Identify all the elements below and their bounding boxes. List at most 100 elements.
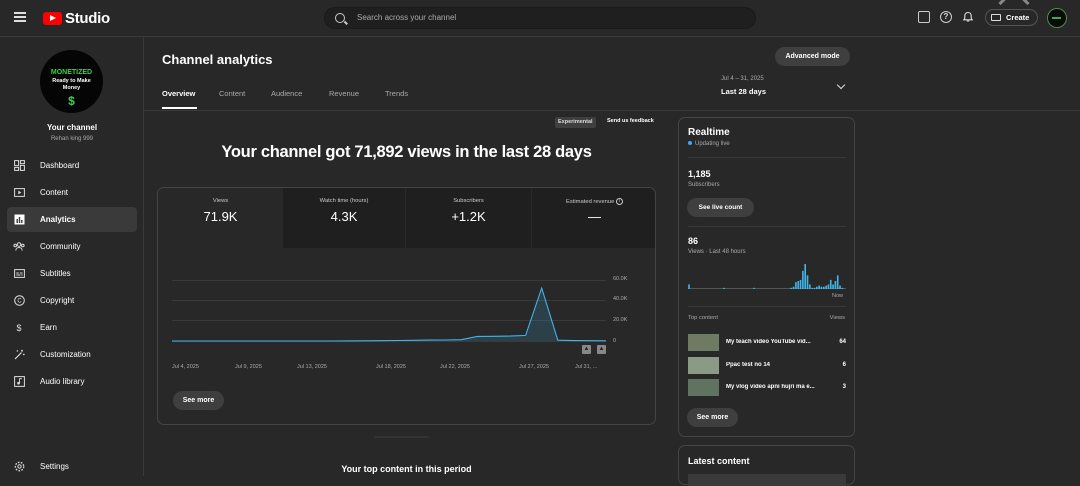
latest-content-title: Latest content xyxy=(688,456,750,466)
realtime-bar xyxy=(799,279,802,289)
video-views: 6 xyxy=(842,362,846,368)
metric-tab-subscribers[interactable]: Subscribers +1.2K xyxy=(406,188,531,248)
sidebar-item-settings[interactable]: Settings xyxy=(7,454,137,479)
subtitles-icon xyxy=(13,268,25,280)
realtime-bar xyxy=(792,286,795,289)
realtime-views-bar-chart[interactable] xyxy=(688,262,846,289)
realtime-bar xyxy=(832,284,834,289)
send-feedback-link[interactable]: Send us feedback xyxy=(607,118,654,124)
realtime-bar xyxy=(825,285,827,289)
metric-tab-estimated-revenue[interactable]: Estimated revenue i — xyxy=(532,188,655,248)
menu-icon[interactable] xyxy=(14,12,26,22)
video-views: 64 xyxy=(839,339,846,345)
see-live-count-button[interactable]: See live count xyxy=(687,198,754,217)
tab-trends[interactable]: Trends xyxy=(385,89,409,98)
experimental-badge: Experimental xyxy=(555,117,596,128)
sidebar-item-label: Dashboard xyxy=(40,161,80,170)
chart-marker-icon[interactable]: ▲ xyxy=(582,345,591,354)
top-content-row[interactable]: Ppac test no 14 6 xyxy=(688,357,846,375)
sidebar-item-subtitles[interactable]: Subtitles xyxy=(7,261,137,286)
video-thumbnail xyxy=(688,334,719,351)
divider xyxy=(688,157,846,158)
realtime-bar xyxy=(841,287,844,289)
feedback-icon[interactable] xyxy=(918,11,930,23)
realtime-bar xyxy=(836,275,839,289)
sidebar-item-earn[interactable]: $ Earn xyxy=(7,315,137,340)
sidebar-item-analytics[interactable]: Analytics xyxy=(7,207,137,232)
account-avatar[interactable] xyxy=(1047,8,1067,28)
realtime-bar xyxy=(797,281,800,289)
studio-logo[interactable]: Studio xyxy=(43,10,110,27)
metric-value: +1.2K xyxy=(451,209,486,224)
sidebar-item-customization[interactable]: Customization xyxy=(7,342,137,367)
realtime-bar xyxy=(834,281,837,289)
avatar-ready-text: Ready to Make Money xyxy=(40,78,103,92)
date-period-label[interactable]: Last 28 days xyxy=(721,87,767,96)
tab-audience[interactable]: Audience xyxy=(271,89,303,98)
create-button[interactable]: Create xyxy=(985,9,1038,26)
sidebar-item-dashboard[interactable]: Dashboard xyxy=(7,153,137,178)
top-content-label: Top content xyxy=(688,315,718,321)
tab-overview[interactable]: Overview xyxy=(162,89,196,98)
live-dot-icon xyxy=(688,141,692,145)
y-tick-label: 20.0K xyxy=(613,317,628,323)
views-chart[interactable] xyxy=(172,268,606,343)
realtime-bar xyxy=(723,287,725,289)
now-label: Now xyxy=(832,293,844,299)
realtime-see-more-button[interactable]: See more xyxy=(687,408,738,427)
copyright-icon: C xyxy=(13,294,25,307)
date-range[interactable]: Jul 4 – 31, 2025 xyxy=(721,76,764,82)
notifications-bell-icon[interactable] xyxy=(962,11,974,23)
see-more-button[interactable]: See more xyxy=(173,391,224,410)
search-icon xyxy=(335,13,345,23)
divider xyxy=(374,436,429,438)
info-icon[interactable]: i xyxy=(615,198,623,205)
avatar-ready-line2: Money xyxy=(62,85,81,91)
realtime-bar xyxy=(804,264,807,289)
chart-marker-icon[interactable]: ▲ xyxy=(597,345,606,354)
video-camera-icon xyxy=(991,14,1001,21)
search-placeholder: Search across your channel xyxy=(357,13,457,22)
realtime-status: Updating live xyxy=(688,141,730,147)
metric-tab-watch-time[interactable]: Watch time (hours) 4.3K xyxy=(283,188,405,248)
tab-content[interactable]: Content xyxy=(219,89,246,98)
realtime-bar xyxy=(839,285,841,289)
y-tick-label: 60.0K xyxy=(613,276,628,282)
realtime-bar xyxy=(809,284,811,289)
sidebar-item-content[interactable]: Content xyxy=(7,180,137,205)
channel-avatar[interactable]: MONETIZED Ready to Make Money $ xyxy=(40,50,103,113)
realtime-subscribers-label: Subscribers xyxy=(688,182,720,188)
realtime-status-text: Updating live xyxy=(695,141,730,147)
metric-label-text: Estimated revenue xyxy=(566,199,615,206)
x-tick-label: Jul 4, 2025 xyxy=(172,364,199,370)
top-content-row[interactable]: My teach video YouTube vid... 64 xyxy=(688,334,846,352)
realtime-bar xyxy=(753,287,755,289)
metric-tab-views[interactable]: Views 71.9K xyxy=(158,188,283,248)
advanced-mode-button[interactable]: Advanced mode xyxy=(775,47,850,66)
realtime-bar xyxy=(802,270,804,289)
metric-value: — xyxy=(588,209,601,224)
sidebar-item-label: Settings xyxy=(40,462,69,471)
sidebar-item-community[interactable]: Community xyxy=(7,234,137,259)
sidebar-item-audio-library[interactable]: Audio library xyxy=(7,369,137,394)
y-tick-label: 40.0K xyxy=(613,296,628,302)
video-thumbnail xyxy=(688,379,719,396)
realtime-bar xyxy=(818,285,820,289)
metric-label: Views xyxy=(212,198,229,204)
page-title: Channel analytics xyxy=(162,52,273,67)
chevron-down-icon[interactable] xyxy=(836,80,846,90)
svg-text:C: C xyxy=(17,298,22,304)
sidebar-item-label: Community xyxy=(40,242,81,251)
sidebar-item-label: Audio library xyxy=(40,377,85,386)
tab-revenue[interactable]: Revenue xyxy=(329,89,360,98)
top-content-row[interactable]: My vlog video apni hujri ma e... 3 xyxy=(688,379,846,397)
realtime-bar xyxy=(688,284,690,289)
sidebar-item-copyright[interactable]: C Copyright xyxy=(7,288,137,313)
grid-line xyxy=(172,300,606,301)
realtime-bar xyxy=(829,279,832,289)
grid-line xyxy=(172,341,606,342)
realtime-bar xyxy=(827,284,830,289)
help-icon[interactable]: ? xyxy=(940,11,952,23)
content-icon xyxy=(13,187,25,199)
search-input[interactable]: Search across your channel xyxy=(324,7,756,29)
